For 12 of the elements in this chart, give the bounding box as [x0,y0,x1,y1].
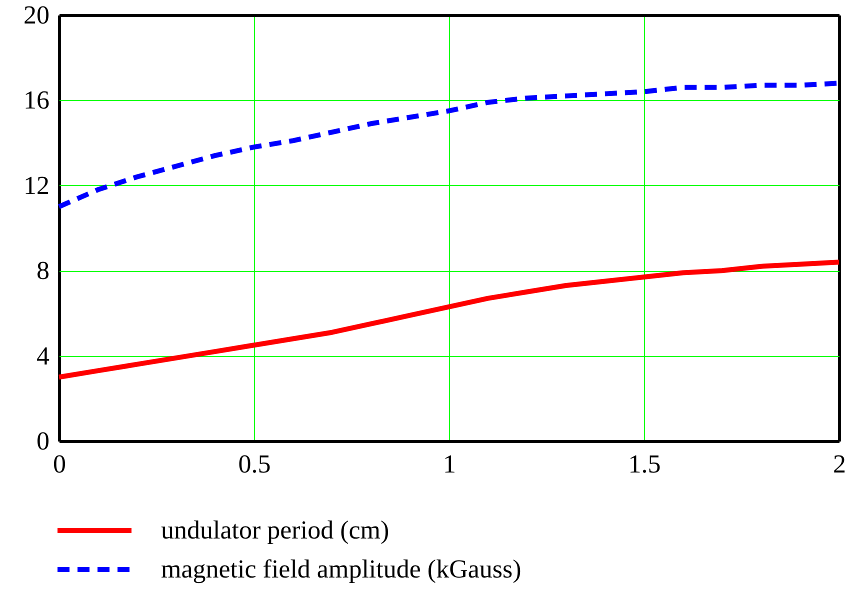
y-tick-label: 4 [36,341,50,370]
y-tick-label: 8 [36,256,50,286]
legend-label: magnetic field amplitude (kGauss) [161,554,522,584]
x-tick-label: 1 [443,450,456,478]
y-tick-label: 0 [36,426,50,456]
y-tick-label: 12 [24,170,50,200]
y-tick-label: 20 [24,0,50,30]
x-tick-label: 0.5 [238,450,271,478]
x-tick-label: 1.5 [628,450,661,478]
legend-label: undulator period (cm) [161,516,390,544]
x-tick-label: 2 [833,450,846,478]
y-tick-label: 16 [24,86,50,115]
